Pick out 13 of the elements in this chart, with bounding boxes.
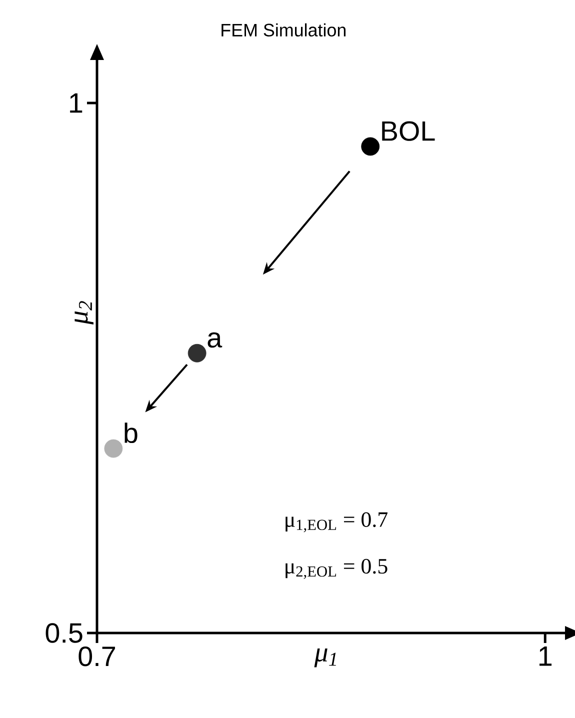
point bbox=[361, 137, 380, 156]
y-tick-label: 0.5 bbox=[46, 623, 82, 643]
data-label: b bbox=[124, 422, 138, 444]
annotation: μ$_{1,EOL}$ = 0.7 bbox=[286, 512, 388, 532]
annotation: μ$_{2,EOL}$ = 0.5 bbox=[286, 558, 388, 579]
x-tick-label: 0.7 bbox=[78, 646, 115, 666]
point bbox=[104, 439, 123, 458]
y-axis-title: μ$_{2}$ bbox=[74, 301, 94, 325]
point bbox=[188, 344, 206, 362]
chart-title: FEM Simulation bbox=[222, 23, 346, 36]
data-label: a bbox=[208, 332, 222, 348]
x-axis-title: μ$_{1}$ bbox=[314, 648, 336, 668]
data-label: BOL bbox=[382, 121, 435, 141]
